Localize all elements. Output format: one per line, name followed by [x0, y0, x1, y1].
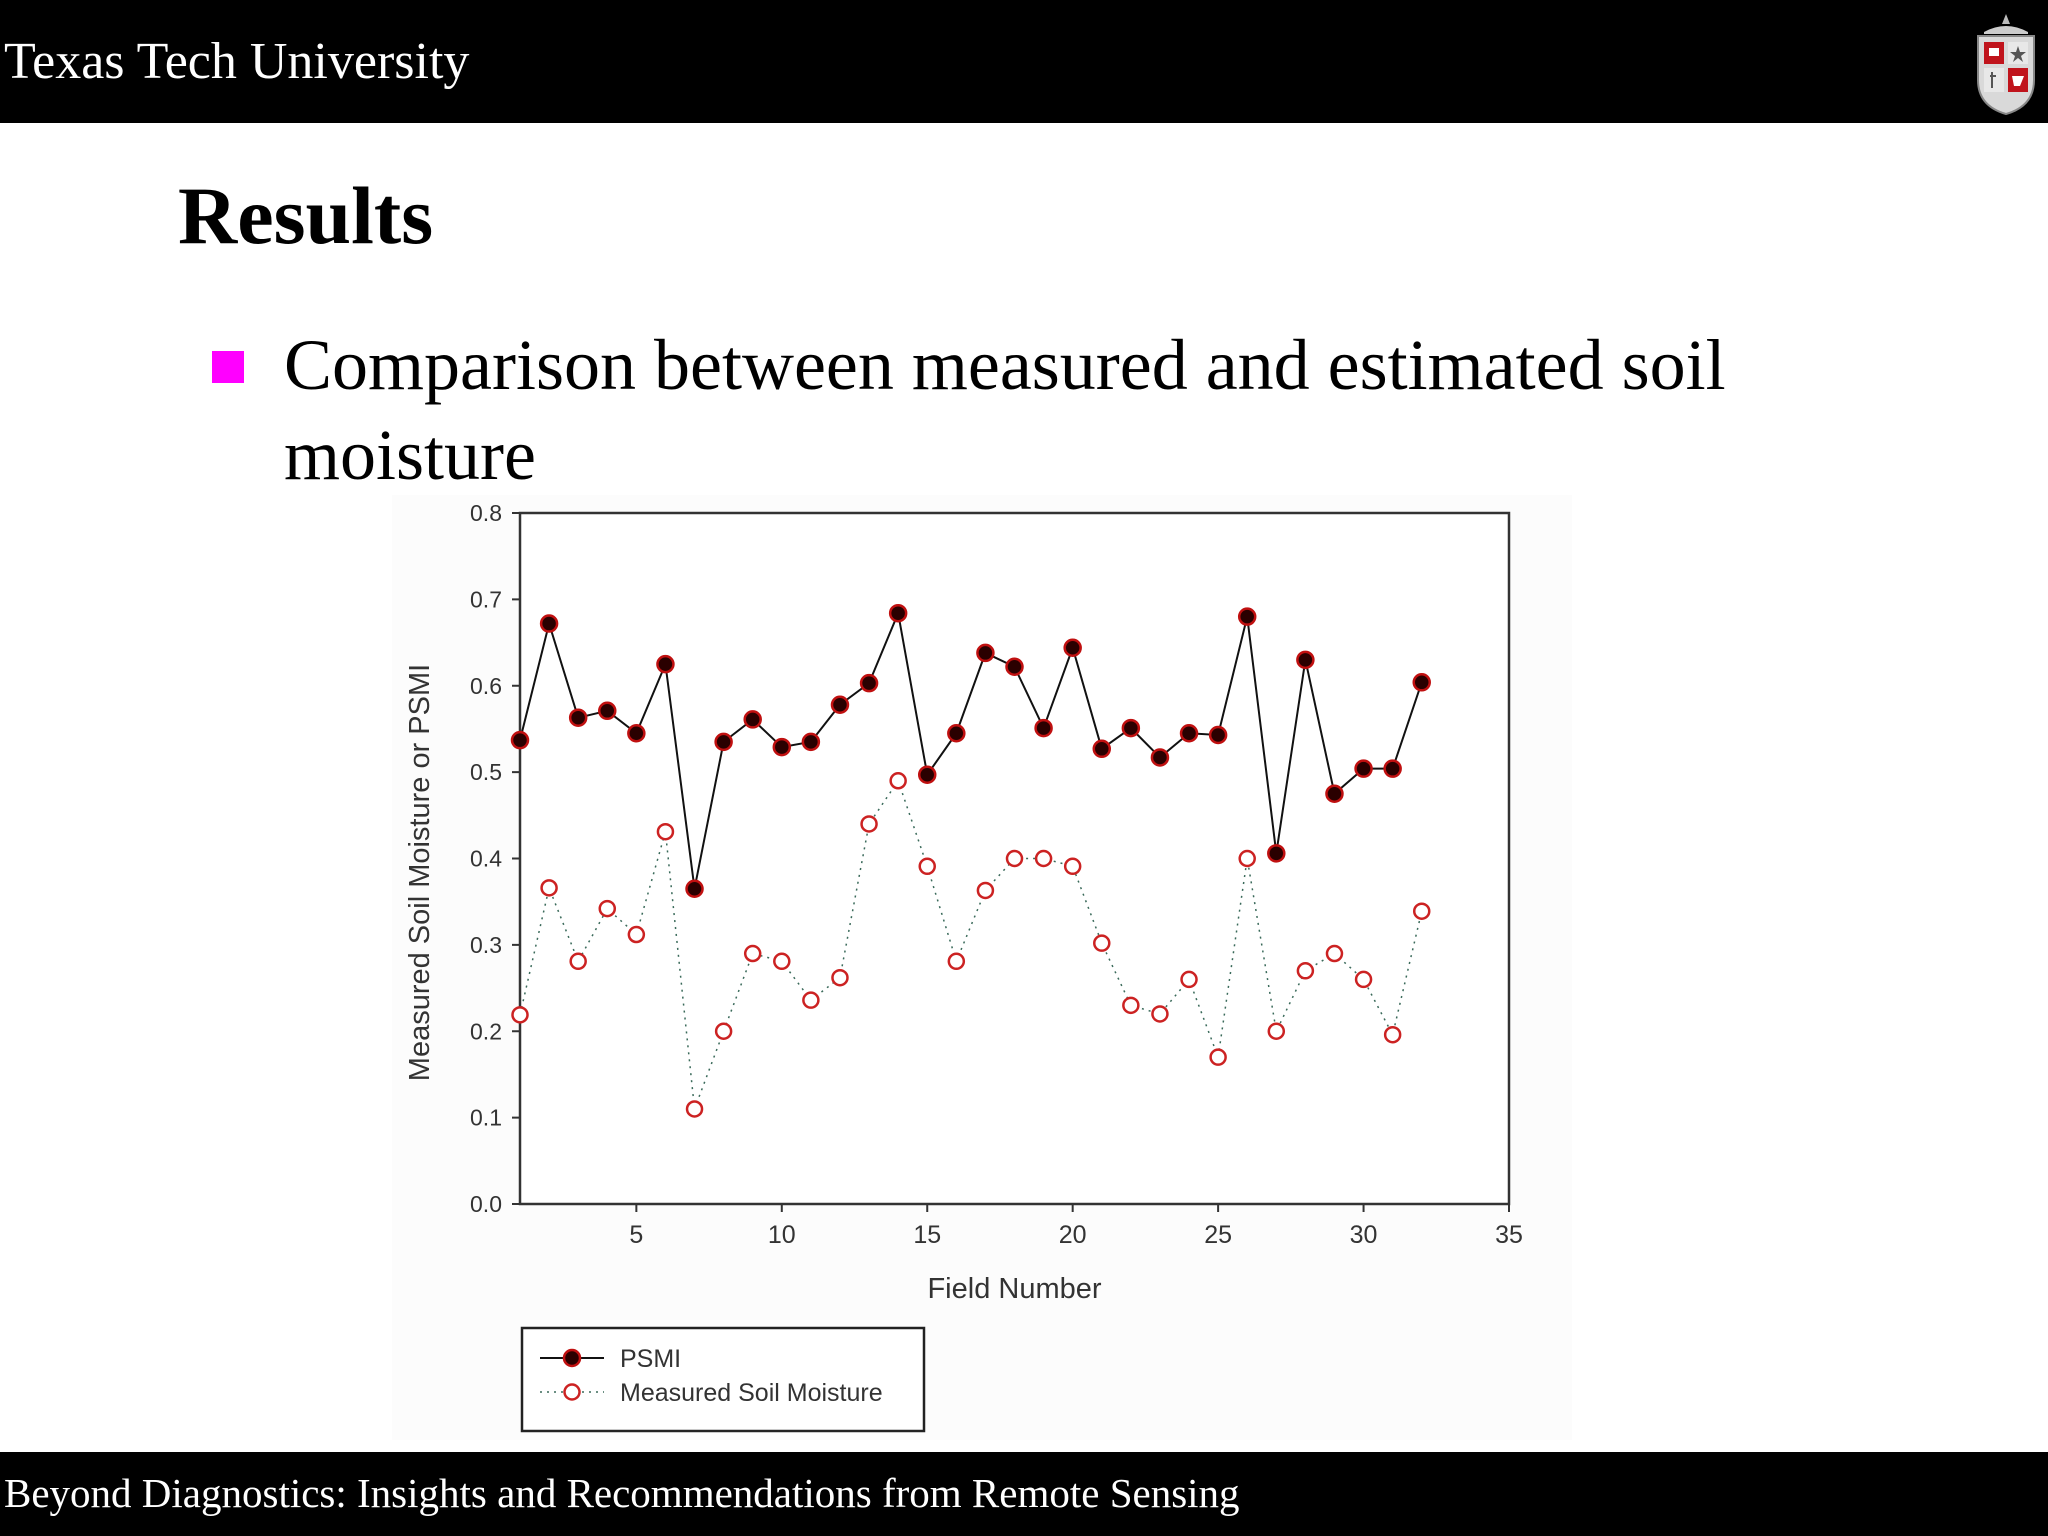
data-point-measured-soil-moisture [656, 822, 675, 841]
data-point-psmi [1092, 739, 1112, 759]
x-tick-label: 25 [1204, 1221, 1232, 1249]
y-tick-label: 0.8 [470, 500, 502, 526]
data-point-measured-soil-moisture [860, 815, 878, 833]
data-point-measured-soil-moisture [1354, 970, 1373, 989]
data-point-measured-soil-moisture [1093, 934, 1111, 952]
data-point-measured-soil-moisture [918, 857, 936, 876]
data-point-measured-soil-moisture [1412, 902, 1431, 920]
data-point-measured-soil-moisture [831, 968, 849, 987]
x-tick-label: 10 [768, 1221, 796, 1249]
legend-box [520, 1326, 926, 1433]
data-point-psmi [801, 732, 821, 752]
data-point-measured-soil-moisture [1267, 1022, 1286, 1040]
header-bar [0, 0, 2048, 123]
y-axis-label: Measured Soil Moisture or PSMI [404, 664, 436, 1081]
footer-bar [0, 1452, 2048, 1536]
x-axis-label: Field Number [927, 1273, 1101, 1305]
chart-svg: 0.0 0.1 0.2 0.3 0.4 0.5 0.6 0.7 0.8 5 10 15 20 25 30 35… [392, 495, 1572, 1440]
bullet-marker [212, 351, 244, 383]
data-point-psmi [1412, 673, 1431, 692]
x-tick-label: 15 [913, 1221, 941, 1249]
data-point-psmi [598, 701, 617, 721]
header-title: Texas Tech University [4, 33, 470, 90]
data-point-psmi [1354, 759, 1373, 778]
data-point-psmi [1034, 718, 1053, 738]
data-point-measured-soil-moisture [569, 952, 587, 971]
soil-moisture-chart: 0.0 0.1 0.2 0.3 0.4 0.5 0.6 0.7 0.8 5 10 15 20 25 30 35… [392, 495, 1572, 1440]
legend-label-psmi: PSMI [620, 1345, 681, 1373]
data-point-psmi [1296, 650, 1315, 670]
data-point-measured-soil-moisture [1122, 996, 1140, 1015]
data-point-psmi [947, 724, 966, 743]
data-point-measured-soil-moisture [1005, 849, 1024, 868]
data-point-psmi [1267, 844, 1286, 863]
data-point-psmi [1150, 748, 1170, 767]
series-line-psmi [519, 609, 1423, 889]
data-point-psmi [1383, 759, 1402, 778]
data-point-psmi [1121, 718, 1141, 738]
data-point-psmi [1325, 784, 1344, 803]
data-point-psmi [510, 730, 530, 750]
data-point-psmi [656, 654, 675, 674]
data-point-psmi [539, 614, 559, 633]
data-point-psmi [976, 643, 995, 663]
y-tick-label: 0.4 [470, 846, 502, 872]
data-point-measured-soil-moisture [685, 1100, 704, 1118]
data-point-psmi [743, 710, 762, 729]
data-point-measured-soil-moisture [1238, 849, 1256, 868]
data-point-measured-soil-moisture [889, 772, 907, 790]
footer-text: Beyond Diagnostics: Insights and Recomme… [4, 1470, 1240, 1516]
data-point-measured-soil-moisture [540, 879, 558, 897]
data-point-measured-soil-moisture [1296, 962, 1315, 980]
data-point-psmi [772, 737, 792, 757]
data-point-psmi [627, 724, 646, 743]
x-tick-label: 5 [629, 1221, 643, 1249]
data-point-psmi [1179, 724, 1199, 743]
data-point-measured-soil-moisture [598, 899, 617, 918]
data-point-measured-soil-moisture [947, 952, 966, 971]
data-point-measured-soil-moisture [1180, 970, 1198, 989]
legend-marker-psmi [562, 1348, 582, 1368]
data-point-measured-soil-moisture [714, 1022, 733, 1040]
data-point-measured-soil-moisture [1034, 849, 1053, 868]
data-point-psmi [917, 765, 937, 784]
y-tick-label: 0.1 [470, 1105, 502, 1131]
x-tick-label: 20 [1059, 1221, 1087, 1249]
y-tick-label: 0.6 [470, 673, 502, 699]
data-point-psmi [888, 603, 908, 623]
data-point-psmi [714, 732, 733, 752]
x-tick-label: 35 [1495, 1221, 1523, 1249]
data-point-measured-soil-moisture [1151, 1005, 1169, 1023]
y-tick-label: 0.0 [470, 1191, 502, 1217]
data-point-measured-soil-moisture [743, 944, 762, 963]
y-tick-label: 0.5 [470, 759, 502, 785]
y-tick-label: 0.3 [470, 932, 502, 958]
data-point-psmi [685, 879, 704, 898]
data-point-psmi [1063, 638, 1082, 657]
data-point-psmi [568, 708, 588, 727]
data-point-psmi [1005, 657, 1024, 676]
data-point-psmi [1208, 725, 1228, 745]
legend-label-measured: Measured Soil Moisture [620, 1379, 883, 1407]
ttu-crest-icon [1977, 14, 2035, 116]
data-point-measured-soil-moisture [511, 1006, 529, 1024]
data-point-measured-soil-moisture [802, 991, 820, 1009]
slide-title: Results [178, 170, 434, 261]
data-point-measured-soil-moisture [1383, 1025, 1402, 1044]
y-tick-label: 0.7 [470, 586, 502, 612]
y-tick-label: 0.2 [470, 1018, 502, 1044]
x-tick-label: 30 [1350, 1221, 1378, 1249]
data-point-measured-soil-moisture [1063, 857, 1082, 876]
data-point-measured-soil-moisture [1209, 1048, 1227, 1066]
data-point-psmi [859, 673, 879, 693]
bullet-text: Comparison between measured and estimate… [284, 325, 1726, 495]
data-point-psmi [830, 695, 850, 715]
data-point-measured-soil-moisture [976, 881, 995, 900]
data-point-measured-soil-moisture [773, 952, 791, 971]
legend-marker-measured [563, 1383, 581, 1401]
data-point-measured-soil-moisture [1325, 944, 1344, 963]
data-point-measured-soil-moisture [627, 925, 646, 944]
data-point-psmi [1237, 607, 1257, 626]
